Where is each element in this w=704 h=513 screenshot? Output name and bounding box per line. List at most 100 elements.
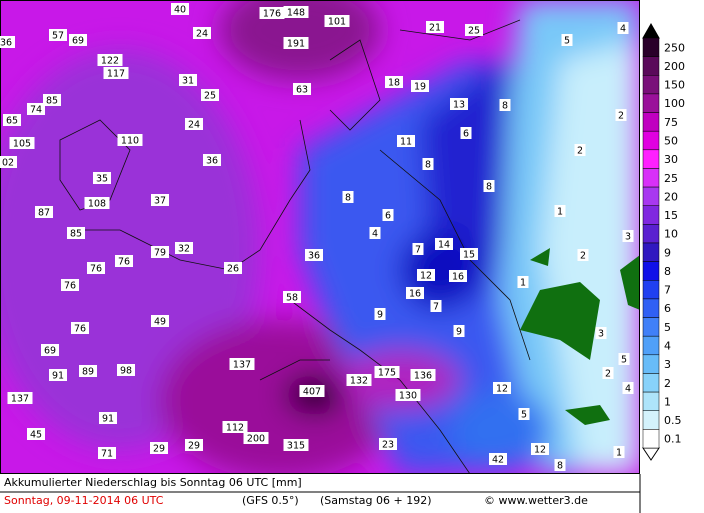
station-label: 76 bbox=[74, 324, 86, 335]
station-label: 45 bbox=[30, 430, 42, 441]
station-label: 16 bbox=[452, 272, 464, 283]
station-label: 58 bbox=[286, 293, 298, 304]
station-label-bg bbox=[203, 154, 221, 166]
station-label-bg bbox=[0, 36, 15, 48]
station-label: 24 bbox=[188, 120, 200, 131]
colorbar-swatch bbox=[642, 373, 660, 393]
station-label: 4 bbox=[620, 24, 626, 35]
colorbar-label: 100 bbox=[664, 97, 685, 110]
station-label-bg bbox=[49, 369, 67, 381]
station-label-bg bbox=[259, 7, 285, 19]
station-label-bg bbox=[41, 344, 59, 356]
station-label: 175 bbox=[378, 368, 396, 379]
station-label-bg bbox=[622, 230, 634, 242]
station-label-bg bbox=[517, 276, 529, 288]
colorbar-label: 4 bbox=[664, 340, 671, 353]
station-label-bg bbox=[61, 279, 79, 291]
colorbar-swatch bbox=[642, 429, 660, 449]
station-label-bg bbox=[305, 249, 323, 261]
colorbar-swatch bbox=[642, 112, 660, 132]
station-label: 23 bbox=[382, 440, 394, 451]
station-label: 25 bbox=[204, 91, 216, 102]
station-label-bg bbox=[299, 385, 325, 397]
station-label-bg bbox=[283, 6, 309, 18]
station-label: 16 bbox=[409, 289, 421, 300]
station-label-bg bbox=[577, 249, 589, 261]
colorbar-swatch bbox=[642, 410, 660, 430]
station-label: 7 bbox=[415, 245, 421, 256]
station-label-bg bbox=[103, 67, 129, 79]
station-label-bg bbox=[426, 21, 444, 33]
station-label: 85 bbox=[46, 96, 58, 107]
station-label-bg bbox=[342, 191, 354, 203]
colorbar-swatch bbox=[642, 224, 660, 244]
station-label-bg bbox=[499, 99, 511, 111]
station-label: 12 bbox=[420, 271, 432, 282]
colorbar-swatch bbox=[642, 261, 660, 281]
station-label-bg bbox=[453, 325, 465, 337]
colorbar-label: 25 bbox=[664, 172, 678, 185]
station-label: 79 bbox=[154, 248, 166, 259]
colorbar-swatch bbox=[642, 93, 660, 113]
station-label-bg bbox=[224, 262, 242, 274]
colorbar-label: 1 bbox=[664, 395, 671, 408]
station-label: 89 bbox=[82, 367, 94, 378]
station-label-bg bbox=[185, 118, 203, 130]
station-label-bg bbox=[87, 262, 105, 274]
colorbar-label: 5 bbox=[664, 321, 671, 334]
station-label-bg bbox=[412, 243, 424, 255]
station-label: 2 bbox=[580, 251, 586, 262]
station-label-bg bbox=[150, 442, 168, 454]
station-label-bg bbox=[71, 322, 89, 334]
colorbar-label: 8 bbox=[664, 265, 671, 278]
station-label-bg bbox=[179, 74, 197, 86]
station-label: 85 bbox=[70, 229, 82, 240]
station-label-bg bbox=[283, 37, 309, 49]
station-label: 9 bbox=[377, 310, 383, 321]
station-label-bg bbox=[117, 134, 143, 146]
station-label: 12 bbox=[534, 445, 546, 456]
station-label: 98 bbox=[120, 366, 132, 377]
station-label-bg bbox=[410, 369, 436, 381]
station-label-bg bbox=[3, 114, 21, 126]
colorbar-label: 2 bbox=[664, 377, 671, 390]
colorbar-swatch bbox=[642, 298, 660, 318]
station-label: 40 bbox=[174, 5, 186, 16]
station-label: 91 bbox=[52, 371, 64, 382]
station-label-bg bbox=[554, 459, 566, 471]
station-label: 101 bbox=[328, 17, 346, 28]
station-label-bg bbox=[618, 353, 630, 365]
colorbar-label: 15 bbox=[664, 209, 678, 222]
colorbar-swatch bbox=[642, 56, 660, 76]
station-label: 65 bbox=[6, 116, 18, 127]
station-label-bg bbox=[171, 3, 189, 15]
station-label-bg bbox=[151, 315, 169, 327]
station-label-bg bbox=[385, 76, 403, 88]
station-label-bg bbox=[574, 144, 586, 156]
colorbar-label: 3 bbox=[664, 358, 671, 371]
station-label: 18 bbox=[388, 78, 400, 89]
colorbar-label: 20 bbox=[664, 190, 678, 203]
station-label: 132 bbox=[350, 376, 368, 387]
station-label: 117 bbox=[107, 69, 125, 80]
station-label: 110 bbox=[121, 136, 139, 147]
station-label-bg bbox=[98, 447, 116, 459]
station-label-bg bbox=[374, 366, 400, 378]
station-label-bg bbox=[175, 242, 193, 254]
colorbar-swatch bbox=[642, 317, 660, 337]
station-label-bg bbox=[554, 205, 566, 217]
station-label: 29 bbox=[153, 444, 165, 455]
station-label-bg bbox=[324, 15, 350, 27]
station-label-bg bbox=[397, 135, 415, 147]
station-label-bg bbox=[293, 83, 311, 95]
station-label: 69 bbox=[72, 36, 84, 47]
footer-run: (Samstag 06 + 192) bbox=[320, 494, 432, 507]
station-label: 200 bbox=[247, 434, 265, 445]
station-label: 108 bbox=[88, 199, 106, 210]
station-label-bg bbox=[0, 156, 17, 168]
station-label: 42 bbox=[492, 455, 504, 466]
station-label-bg bbox=[422, 158, 434, 170]
colorbar-label: 0.5 bbox=[664, 414, 682, 427]
station-label: 8 bbox=[502, 101, 508, 112]
station-label-bg bbox=[382, 209, 394, 221]
